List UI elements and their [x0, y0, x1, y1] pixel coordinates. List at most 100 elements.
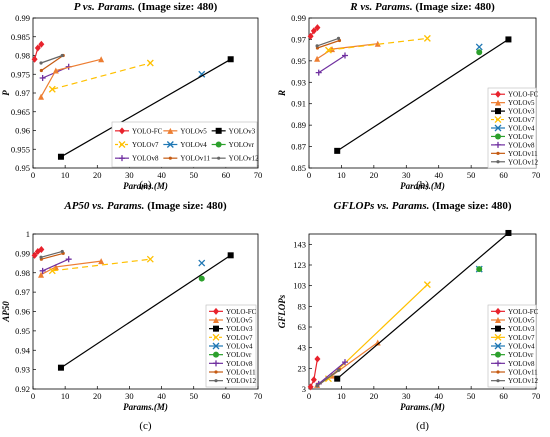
chart-title-italic: GFLOPs vs. Params. [333, 200, 429, 212]
data-point [476, 266, 483, 273]
series-line [316, 369, 339, 387]
x-tick-label: 40 [157, 391, 166, 401]
legend-entry: YOLOv5 [491, 99, 535, 107]
legend-label: YOLOv7 [508, 116, 535, 124]
x-tick-label: 0 [307, 391, 311, 401]
series-yolo-fc [31, 40, 45, 63]
legend-entry: YOLOv4 [209, 343, 253, 351]
data-point [48, 85, 56, 93]
series-line [336, 232, 509, 380]
y-tick-label: 0.91 [291, 99, 306, 109]
x-tick-label: 60 [222, 391, 231, 401]
data-point [39, 75, 46, 81]
x-tick-label: 70 [532, 391, 541, 401]
x-tick-label: 50 [467, 170, 476, 180]
legend-label: YOLOv8 [508, 141, 535, 149]
legend-label: YOLOv5 [508, 99, 535, 107]
y-tick-label: 0.955 [11, 144, 30, 154]
x-tick-label: 50 [189, 170, 198, 180]
data-point [38, 40, 45, 48]
legend-label: YOLOv3 [508, 325, 535, 333]
data-point [315, 384, 319, 388]
legend-marker [496, 379, 500, 383]
data-point [310, 376, 317, 384]
panel-a: P vs. Params. (Image size: 480) 0.95 0.955… [1, 1, 262, 191]
data-point [60, 249, 64, 254]
data-point [315, 44, 319, 48]
x-tick-label: 50 [189, 391, 198, 401]
legend-entry: YOLO-FC [491, 90, 539, 99]
series-yolov7 [48, 59, 154, 93]
series-yolov7 [324, 281, 431, 383]
legend-marker [495, 317, 501, 323]
legend-marker [212, 333, 220, 341]
legend-entry: YOLOv11 [209, 369, 256, 377]
data-point [146, 59, 154, 67]
series-yolov3 [57, 252, 234, 371]
legend-label: YOLOv11 [226, 369, 256, 377]
data-point [198, 259, 206, 267]
data-point [60, 53, 64, 58]
data-point [198, 70, 206, 78]
series-yolovr [476, 266, 483, 273]
legend: YOLO-FC YOLOv7 YOLOv8 YOLOv5 YOLOv4 YOLOv11 YO… [111, 121, 259, 168]
x-tick-label: 30 [125, 391, 134, 401]
data-point [52, 67, 59, 74]
legend-label: YOLOv8 [132, 155, 159, 163]
legend-marker [213, 325, 219, 332]
y-axis-label: R [277, 90, 287, 97]
y-tick-label: 23 [298, 363, 307, 373]
data-point [505, 36, 512, 43]
y-tick-label: 0.99 [15, 13, 30, 23]
legend-marker [168, 156, 172, 160]
y-tick-label: 0.98 [15, 51, 30, 61]
x-tick-label: 70 [254, 391, 263, 401]
legend-entry: YOLOv11 [163, 155, 211, 163]
legend-marker [118, 141, 126, 148]
chart-title-rest: (Image size: 480) [429, 200, 512, 212]
legend-entry: YOLOv8 [115, 155, 159, 163]
y-tick-label: 83 [298, 301, 307, 311]
y-tick-label: 63 [298, 322, 307, 332]
data-point [146, 255, 154, 263]
legend-label: YOLOv4 [180, 141, 207, 149]
data-point [39, 255, 43, 259]
series-line [41, 252, 64, 260]
legend-label: YOLOv7 [226, 334, 253, 342]
legend-label: YOLOv3 [508, 108, 535, 116]
data-point [65, 256, 72, 263]
x-tick-label: 0 [31, 391, 35, 401]
legend-marker [213, 307, 219, 315]
data-point [334, 375, 341, 382]
y-tick-label: 0.93 [15, 365, 30, 375]
y-tick-label: 0.94 [15, 345, 31, 355]
series-yolo-fc [307, 24, 321, 40]
legend-entry: YOLOv12 [491, 158, 538, 166]
data-point [39, 61, 43, 65]
x-tick-label: 60 [499, 170, 508, 180]
series-yolov3 [334, 36, 512, 154]
legend-entry: YOLOv3 [209, 325, 253, 333]
legend-entry: YOLOv4 [163, 141, 207, 149]
x-tick-label: 40 [157, 170, 166, 180]
x-tick-label: 40 [434, 391, 443, 401]
legend-label: YOLOv12 [226, 377, 256, 385]
data-point [34, 44, 41, 52]
y-axis-label: GFLOPs [277, 294, 287, 328]
legend-label: YOLOv8 [226, 360, 253, 368]
x-axis-label: Params.(M) [123, 402, 168, 412]
legend-entry: YOLOv4 [491, 125, 535, 133]
x-tick-label: 60 [499, 391, 508, 401]
data-point [334, 147, 341, 154]
x-tick-label: 50 [467, 391, 476, 401]
legend-label: YOLOv8 [508, 360, 535, 368]
chart-title-rest: (Image size: 480) [135, 1, 218, 13]
series-line [40, 54, 63, 64]
data-point [341, 359, 348, 366]
legend-label: YOLOv3 [226, 325, 253, 333]
x-tick-label: 30 [125, 170, 134, 180]
panel-caption: (b) [416, 179, 429, 191]
x-tick-label: 20 [370, 391, 379, 401]
data-point [307, 383, 314, 391]
legend-entry: YOLOv5 [163, 127, 207, 135]
